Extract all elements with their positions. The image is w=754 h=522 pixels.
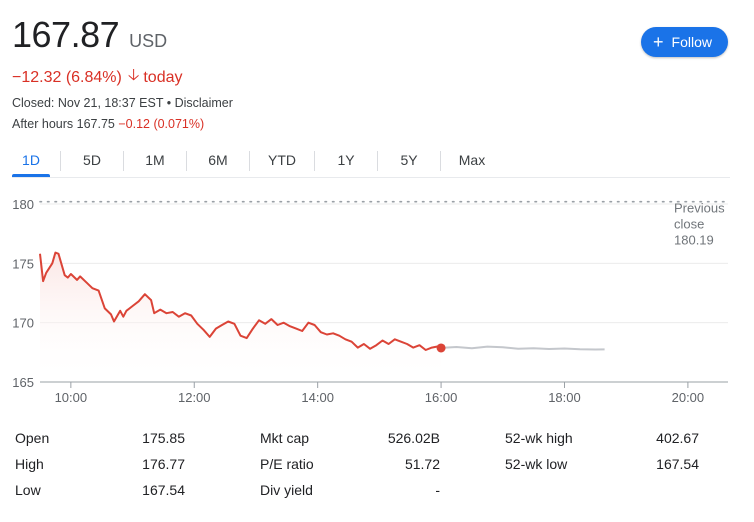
y-tick-label: 165: [12, 375, 34, 390]
follow-label: Follow: [671, 34, 712, 50]
y-tick-label: 180: [12, 197, 34, 212]
tab-1y[interactable]: 1Y: [337, 152, 355, 168]
x-tick-label: 14:00: [301, 390, 334, 405]
regular-session-line: [39, 251, 442, 351]
tab-5d[interactable]: 5D: [83, 152, 101, 168]
stat-value-low: 167.54: [142, 482, 185, 498]
x-tick-label: 18:00: [548, 390, 581, 405]
x-tick-label: 20:00: [672, 390, 705, 405]
stat-value-high: 176.77: [142, 456, 185, 472]
stat-value-div-yield: -: [435, 482, 440, 498]
current-price: 167.87: [12, 14, 120, 55]
previous-close-value: 180.19: [674, 233, 714, 248]
tab-divider: [123, 151, 124, 171]
after-hours-info: After hours 167.75 −0.12 (0.071%): [12, 117, 204, 131]
follow-button[interactable]: + Follow: [641, 27, 728, 57]
currency-label: USD: [129, 31, 168, 51]
tab-6m[interactable]: 6M: [208, 152, 228, 168]
stat-label-52wk-low: 52-wk low: [505, 456, 568, 472]
stat-label-div-yield: Div yield: [260, 482, 313, 498]
stat-label-pe-ratio: P/E ratio: [260, 456, 314, 472]
after-hours-change: −0.12 (0.071%): [118, 117, 205, 131]
stat-value-52wk-high: 402.67: [656, 430, 699, 446]
stat-value-52wk-low: 167.54: [656, 456, 699, 472]
plus-icon: +: [653, 32, 664, 52]
stat-value-open: 175.85: [142, 430, 185, 446]
tab-divider: [249, 151, 250, 171]
regular-session-area: [40, 252, 442, 382]
stat-value-mkt-cap: 526.02B: [387, 430, 440, 446]
x-tick-label: 10:00: [55, 390, 88, 405]
y-tick-label: 175: [12, 256, 34, 271]
tab-divider: [60, 151, 61, 171]
closed-info: Closed: Nov 21, 18:37 EST • Disclaimer: [12, 96, 233, 110]
change-period: today: [143, 68, 183, 86]
stat-label-low: Low: [15, 482, 41, 498]
arrow-down-icon: 🡣: [127, 67, 140, 84]
stat-label-open: Open: [15, 430, 50, 446]
tab-max[interactable]: Max: [458, 152, 486, 168]
stat-value-pe-ratio: 51.72: [404, 456, 440, 472]
change-amount: −12.32 (6.84%): [12, 68, 122, 86]
stat-label-high: High: [15, 456, 44, 472]
tab-divider: [314, 151, 315, 171]
tab-divider: [440, 151, 441, 171]
after-hours-line: [441, 345, 605, 351]
stat-label-mkt-cap: Mkt cap: [260, 430, 310, 446]
y-tick-label: 170: [12, 316, 34, 331]
x-tick-label: 12:00: [178, 390, 211, 405]
after-hours-price: After hours 167.75: [12, 117, 115, 131]
close-price-marker: [436, 343, 446, 353]
tab-ytd[interactable]: YTD: [268, 152, 296, 168]
tab-divider: [377, 151, 378, 171]
tab-divider: [186, 151, 187, 171]
tabs-divider-line: [12, 177, 730, 178]
price-row: 167.87 USD: [12, 14, 167, 56]
previous-close-label: Previous: [674, 201, 725, 216]
tab-5y[interactable]: 5Y: [400, 152, 418, 168]
price-change: −12.32 (6.84%) 🡣 today: [12, 64, 183, 91]
tab-1m[interactable]: 1M: [145, 152, 165, 168]
x-tick-label: 16:00: [425, 390, 458, 405]
previous-close-label: close: [674, 217, 704, 232]
stat-label-52wk-high: 52-wk high: [505, 430, 573, 446]
range-tabs: 1D 5D 1M 6M YTD 1Y 5Y Max: [12, 146, 503, 177]
tab-1d[interactable]: 1D: [12, 146, 50, 177]
